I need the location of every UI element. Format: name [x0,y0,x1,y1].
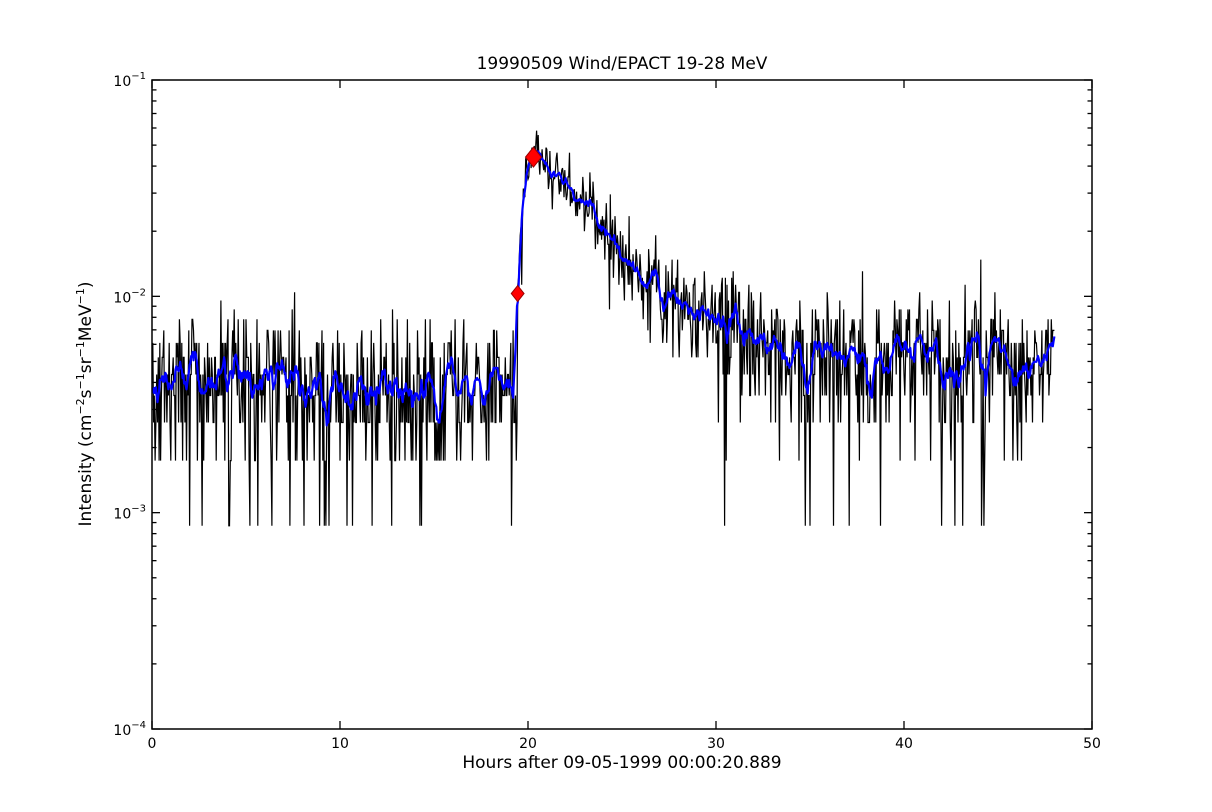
event-marker-diamond [510,284,525,303]
chart-title: 19990509 Wind/EPACT 19-28 MeV [476,54,768,74]
x-tick-label: 50 [1083,736,1101,752]
event-marker-diamond [524,146,543,168]
y-axis-title-exponent: −1 [74,288,87,305]
y-tick-label: 10−1 [113,71,146,90]
y-tick-label: 10−3 [113,504,146,523]
y-axis-title-text: MeV [76,304,96,342]
x-tick-label: 0 [148,736,157,752]
y-axis-title-exponent: −1 [74,341,87,358]
x-tick-label: 20 [519,736,537,752]
plot-border [151,79,1093,730]
y-axis-title: Intensity (cm−2s−1sr−1MeV−1) [74,281,96,527]
y-tick-label: 10−4 [113,720,146,739]
x-tick-label: 40 [895,736,913,752]
smoothed-intensity-line [152,148,1056,427]
y-axis-title-text: ) [76,281,96,289]
y-axis-title-text: s [76,389,96,399]
x-tick-label: 10 [331,736,349,752]
y-axis-title-text: sr [76,357,96,374]
x-axis-title: Hours after 09-05-1999 00:00:20.889 [462,753,782,773]
raw-intensity-line [152,130,1055,527]
y-tick-label: 10−2 [113,287,146,306]
y-axis-title-text: Intensity (cm [76,414,96,527]
y-axis-title-exponent: −1 [74,373,87,390]
x-tick-label: 30 [707,736,725,752]
y-axis-title-exponent: −2 [74,398,87,415]
